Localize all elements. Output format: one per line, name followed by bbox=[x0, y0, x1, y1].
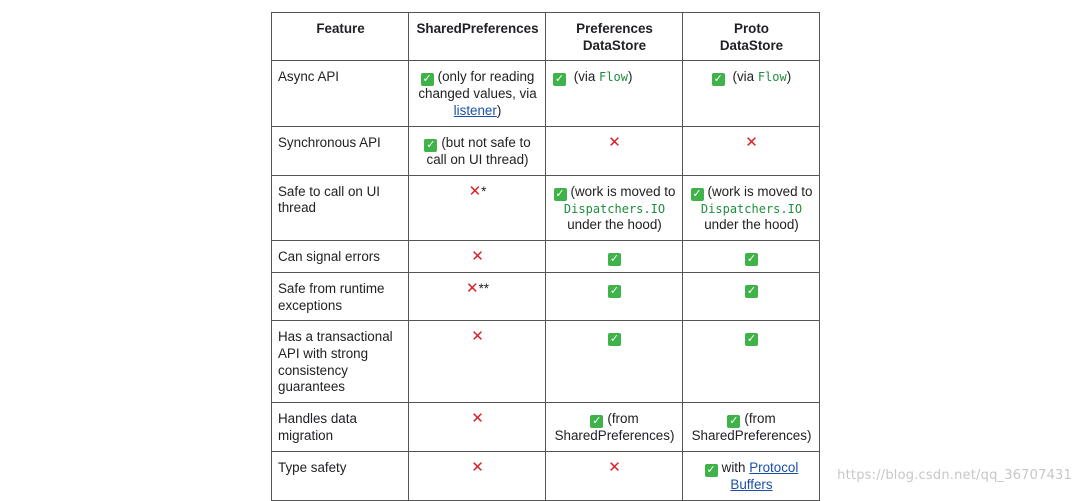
feature-cell: Handles data migration bbox=[271, 402, 409, 452]
check-icon: ✓ bbox=[727, 415, 741, 429]
check-icon: ✓ bbox=[420, 73, 434, 87]
header-preferences-datastore: Preferences DataStore bbox=[545, 11, 683, 62]
feature-cell: Has a transactional API with strong cons… bbox=[271, 320, 409, 404]
check-icon: ✓ bbox=[745, 252, 758, 266]
sharedpreferences-cell: ✕ bbox=[408, 402, 546, 452]
cross-icon: ✕ bbox=[465, 279, 479, 297]
sharedpreferences-cell: ✕ bbox=[408, 450, 546, 501]
check-icon: ✓ bbox=[745, 333, 758, 347]
cross-icon: ✕ bbox=[471, 328, 484, 346]
proto-datastore-cell: ✓ bbox=[682, 239, 820, 273]
proto-datastore-cell: ✓ bbox=[682, 320, 820, 404]
cross-icon: ✕ bbox=[608, 458, 621, 476]
preferences-datastore-cell: ✓ (work is moved to Dispatchers.IO under … bbox=[545, 174, 683, 241]
feature-cell: Can signal errors bbox=[271, 239, 409, 273]
sharedpreferences-cell: ✓ (only for reading changed values, via l… bbox=[408, 60, 546, 127]
check-icon: ✓ bbox=[704, 463, 718, 477]
table-row: Synchronous API ✓ (but not safe to call o… bbox=[271, 125, 820, 176]
table-row: Handles data migration ✕ ✓ (from SharedPr… bbox=[271, 402, 820, 452]
header-row: Feature SharedPreferences Preferences Dat… bbox=[271, 11, 820, 62]
check-icon: ✓ bbox=[745, 284, 758, 298]
check-icon: ✓ bbox=[424, 138, 438, 152]
code-dispatchers-io: Dispatchers.IO bbox=[563, 201, 666, 216]
cross-icon: ✕ bbox=[608, 133, 621, 151]
header-sharedpreferences: SharedPreferences bbox=[408, 11, 546, 62]
table-row: Async API ✓ (only for reading changed val… bbox=[271, 60, 820, 127]
sharedpreferences-cell: ✕* bbox=[408, 174, 546, 241]
proto-datastore-cell: ✕ bbox=[682, 125, 820, 176]
comparison-table: Feature SharedPreferences Preferences Dat… bbox=[271, 11, 820, 501]
proto-datastore-cell: ✓ with Protocol Buffers bbox=[682, 450, 820, 501]
code-dispatchers-io: Dispatchers.IO bbox=[700, 201, 803, 216]
preferences-datastore-cell: ✓ bbox=[545, 320, 683, 404]
code-flow: Flow bbox=[757, 70, 787, 85]
preferences-datastore-cell: ✕ bbox=[545, 450, 683, 501]
preferences-datastore-cell: ✓ bbox=[545, 271, 683, 322]
check-icon: ✓ bbox=[608, 252, 621, 266]
feature-cell: Safe to call on UI thread bbox=[271, 174, 409, 241]
sharedpreferences-cell: ✕** bbox=[408, 271, 546, 322]
feature-cell: Synchronous API bbox=[271, 125, 409, 176]
sharedpreferences-cell: ✕ bbox=[408, 239, 546, 273]
header-feature: Feature bbox=[271, 11, 409, 62]
table-row: Can signal errors ✕ ✓ ✓ bbox=[271, 239, 820, 273]
feature-cell: Type safety bbox=[271, 450, 409, 501]
proto-datastore-cell: ✓ bbox=[682, 271, 820, 322]
sharedpreferences-cell: ✓ (but not safe to call on UI thread) bbox=[408, 125, 546, 176]
feature-cell: Safe from runtime exceptions bbox=[271, 271, 409, 322]
cross-icon: ✕ bbox=[471, 410, 484, 428]
check-icon: ✓ bbox=[690, 187, 704, 201]
preferences-datastore-cell: ✓ (via Flow) bbox=[545, 60, 683, 127]
check-icon: ✓ bbox=[553, 187, 567, 201]
header-proto-datastore: Proto DataStore bbox=[682, 11, 820, 62]
protocol-buffers-link[interactable]: Protocol Buffers bbox=[730, 459, 799, 492]
cross-icon: ✕ bbox=[471, 247, 484, 265]
check-icon: ✓ bbox=[608, 284, 621, 298]
preferences-datastore-cell: ✓ bbox=[545, 239, 683, 273]
check-icon: ✓ bbox=[711, 73, 725, 87]
proto-datastore-cell: ✓ (work is moved to Dispatchers.IO under … bbox=[682, 174, 820, 241]
proto-datastore-cell: ✓ (from SharedPreferences) bbox=[682, 402, 820, 452]
table-row: Type safety ✕ ✕ ✓ with Protocol Buffers bbox=[271, 450, 820, 501]
feature-cell: Async API bbox=[271, 60, 409, 127]
table-row: Safe from runtime exceptions ✕** ✓ ✓ bbox=[271, 271, 820, 322]
check-icon: ✓ bbox=[608, 333, 621, 347]
table-row: Safe to call on UI thread ✕* ✓ (work is m… bbox=[271, 174, 820, 241]
cross-icon: ✕ bbox=[745, 133, 758, 151]
table-row: Has a transactional API with strong cons… bbox=[271, 320, 820, 404]
preferences-datastore-cell: ✓ (from SharedPreferences) bbox=[545, 402, 683, 452]
check-icon: ✓ bbox=[553, 73, 566, 87]
proto-datastore-cell: ✓ (via Flow) bbox=[682, 60, 820, 127]
cross-icon: ✕ bbox=[471, 458, 484, 476]
watermark: https://blog.csdn.net/qq_36707431 bbox=[837, 468, 1072, 483]
code-flow: Flow bbox=[599, 70, 628, 85]
preferences-datastore-cell: ✕ bbox=[545, 125, 683, 176]
cross-icon: ✕ bbox=[468, 182, 482, 200]
listener-link[interactable]: listener bbox=[453, 103, 497, 119]
sharedpreferences-cell: ✕ bbox=[408, 320, 546, 404]
check-icon: ✓ bbox=[590, 415, 604, 429]
